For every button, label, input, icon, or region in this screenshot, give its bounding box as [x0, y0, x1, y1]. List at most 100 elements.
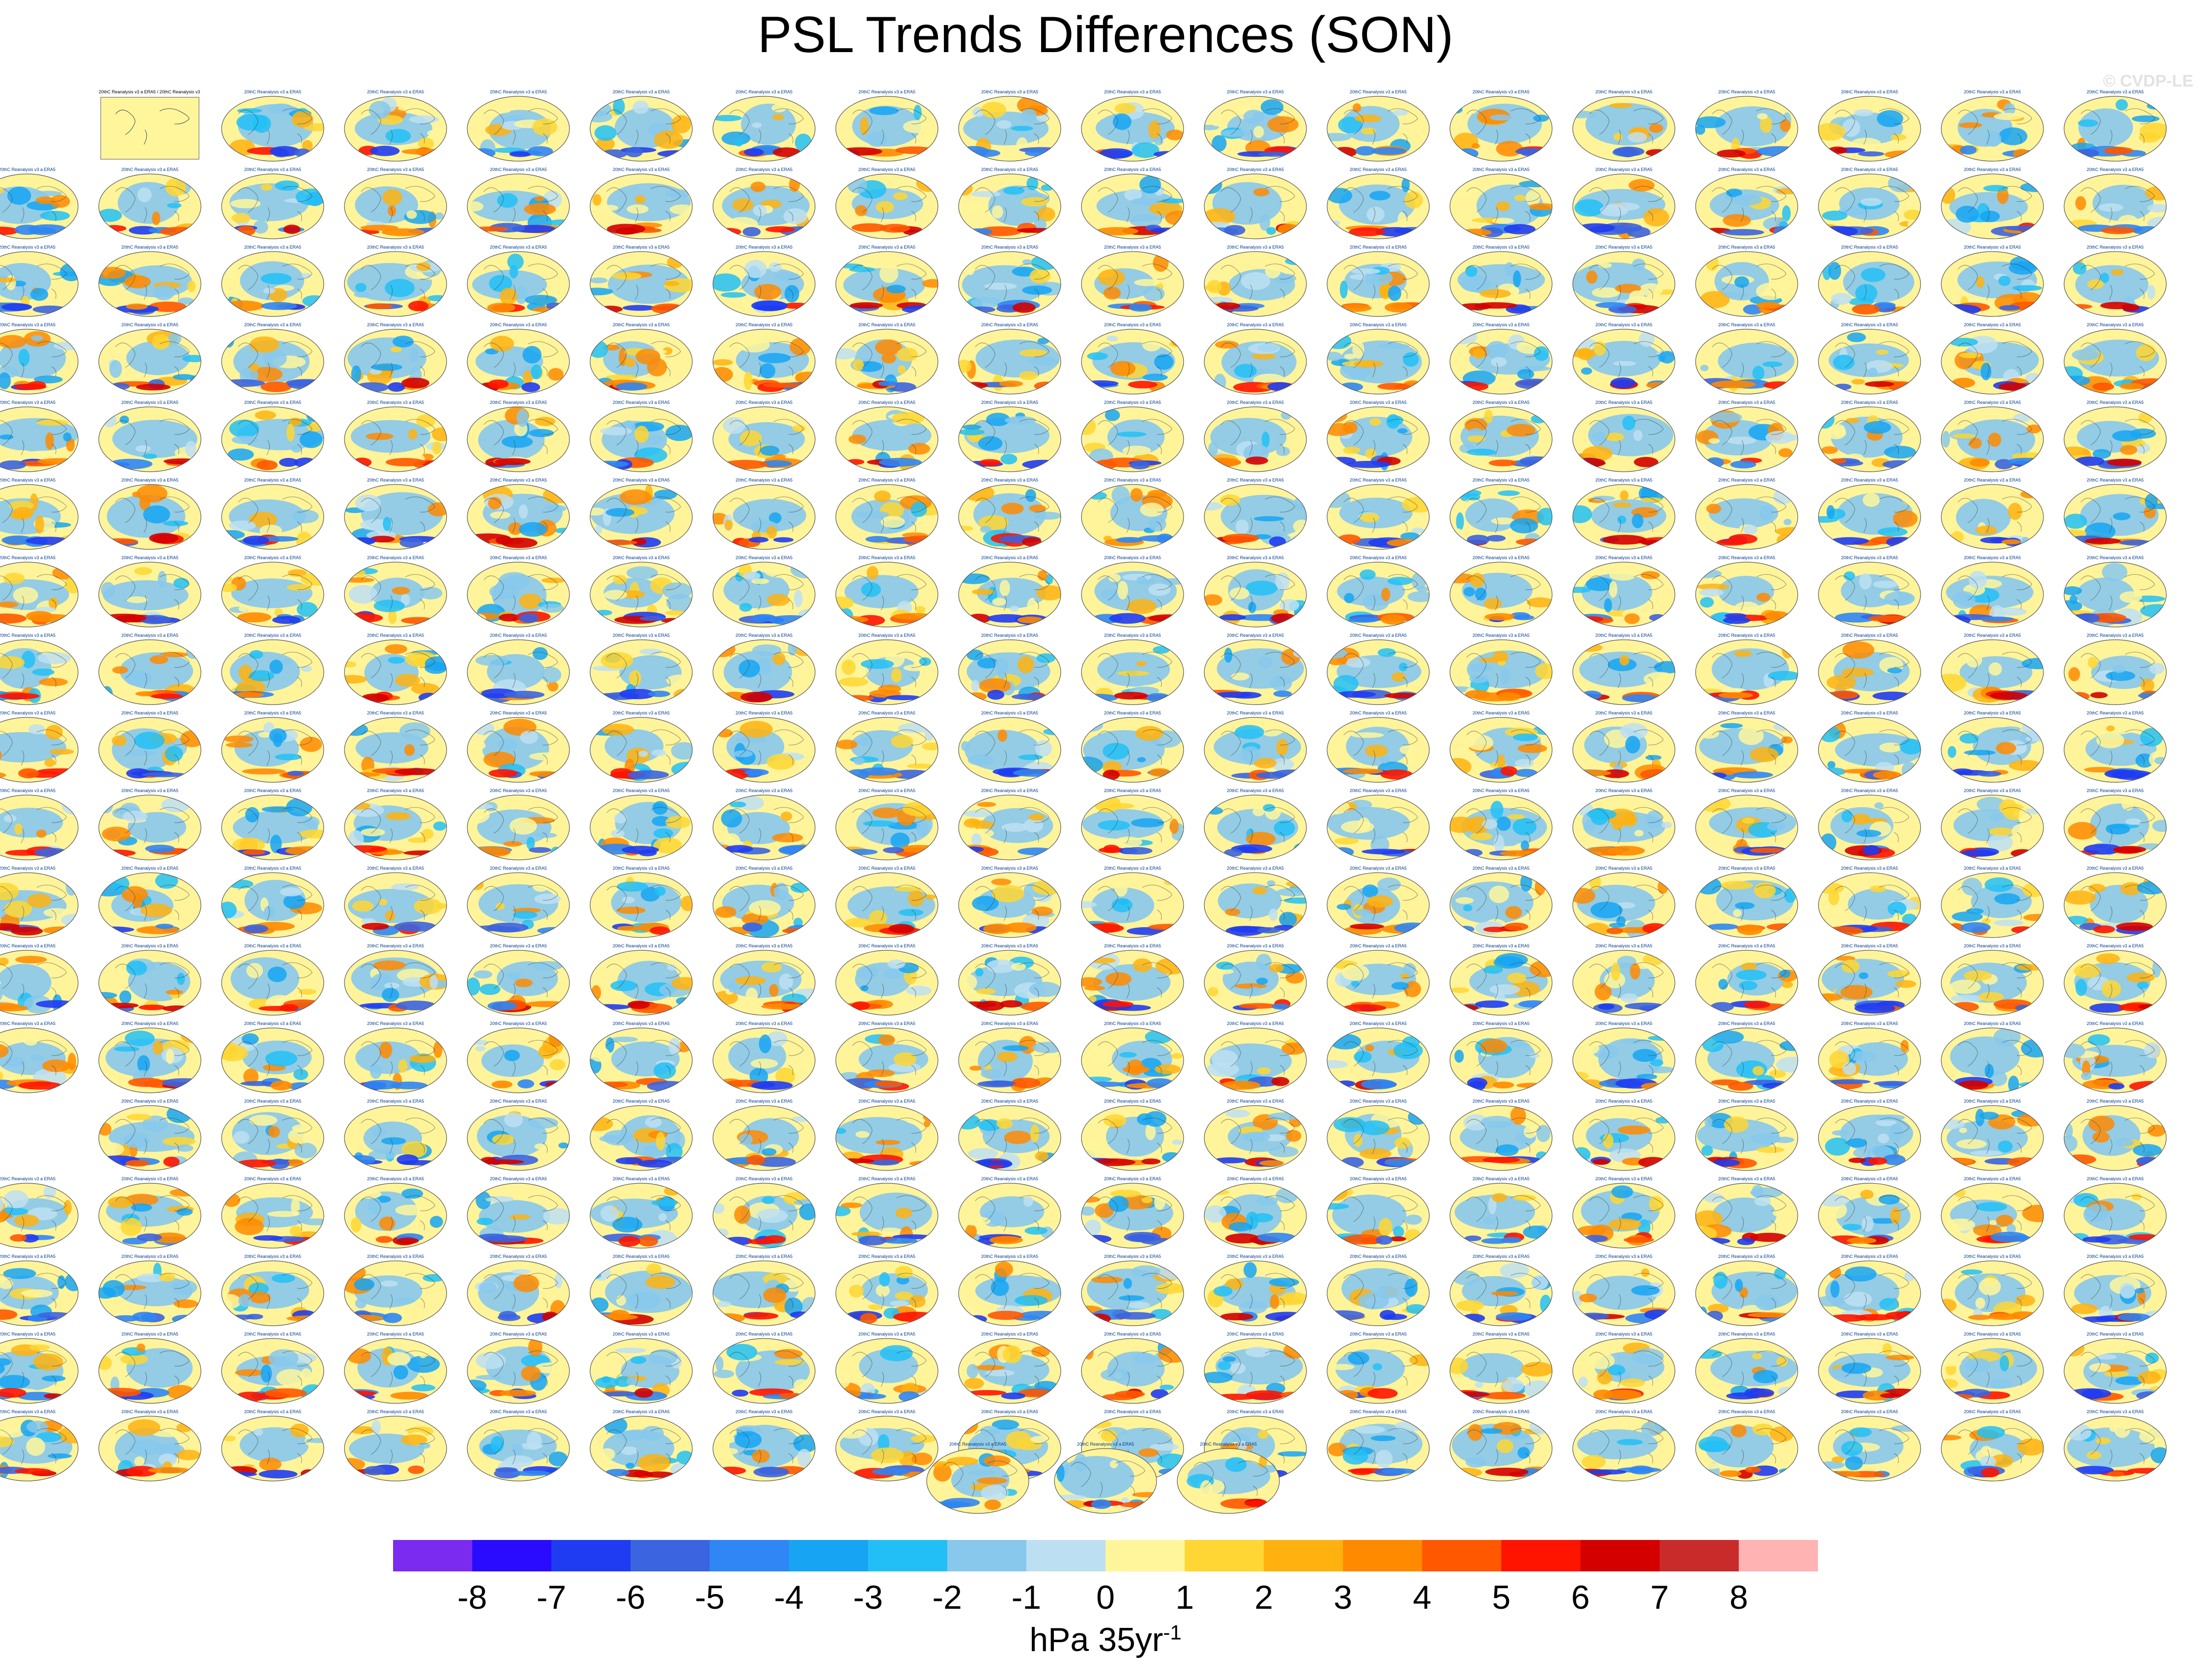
map-panel	[2064, 1416, 2166, 1481]
panel-title: 20thC Reanalysis v3 a ERA5	[1349, 167, 1407, 172]
map-outline	[958, 950, 1061, 1016]
colorbar-tick-label: 0	[1096, 1579, 1115, 1616]
map-outline	[1327, 562, 1430, 627]
map-panel	[590, 407, 692, 472]
map-panel	[1327, 1028, 1429, 1093]
map-panel	[1818, 252, 1921, 316]
panel-title: 20thC Reanalysis v3 a ERA5	[1963, 943, 2021, 948]
map-panel	[1327, 1106, 1429, 1170]
map-outline	[1327, 639, 1430, 705]
map-outline	[98, 173, 201, 239]
colorbar-tick-label: 5	[1492, 1579, 1511, 1616]
map-panel	[1450, 795, 1552, 860]
colorbar-swatch	[1738, 1540, 1818, 1571]
panel-title: 20thC Reanalysis v3 a ERA5	[489, 555, 547, 560]
map-outline	[1327, 329, 1430, 395]
map-panel	[467, 1028, 569, 1093]
map-panel	[1204, 1028, 1306, 1093]
panel-title: 20thC Reanalysis v3 a ERA5	[2086, 478, 2144, 483]
map-panel	[590, 1183, 692, 1248]
colorbar-swatch	[393, 1540, 473, 1571]
map-panel	[0, 1028, 78, 1093]
map-outline	[2064, 562, 2167, 627]
colorbar-swatch	[1343, 1540, 1423, 1571]
panel-title: 20thC Reanalysis v3 a ERA5	[858, 1021, 916, 1026]
map-panel	[1327, 1416, 1429, 1481]
panel-title: 20thC Reanalysis v3 a ERA5	[981, 711, 1039, 715]
map-outline	[1818, 639, 1921, 705]
map-panel	[1941, 329, 2043, 394]
map-outline	[1572, 562, 1675, 627]
panel-title: 20thC Reanalysis v3 a ERA5	[489, 1254, 547, 1259]
map-outline	[0, 639, 79, 705]
panel-title: 20thC Reanalysis v3 a ERA5	[612, 633, 670, 638]
map-outline	[1572, 1416, 1675, 1481]
map-panel	[1941, 1183, 2043, 1248]
map-outline	[1941, 1027, 2044, 1093]
panel-title: 20thC Reanalysis v3 a ERA5	[121, 167, 179, 172]
map-panel	[959, 1261, 1061, 1326]
map-outline	[1695, 1260, 1798, 1326]
panel-title: 20thC Reanalysis v3 a ERA5	[612, 1254, 670, 1259]
panel-title: 20thC Reanalysis v3 a ERA5	[1841, 711, 1899, 715]
map-outline	[98, 1260, 201, 1326]
map-outline	[1204, 1105, 1307, 1171]
panel-title: 20thC Reanalysis v3 a ERA5	[735, 943, 793, 948]
map-panel	[1573, 717, 1675, 782]
map-panel	[590, 174, 692, 239]
panel-title: 20thC Reanalysis v3 a ERA5	[735, 711, 793, 715]
map-outline	[467, 872, 570, 938]
map-outline	[1695, 795, 1798, 860]
map-outline	[1818, 950, 1921, 1016]
map-panel	[344, 873, 447, 938]
map-panel	[2064, 484, 2166, 549]
panel-title: 20thC Reanalysis v3 a ERA5	[1349, 478, 1407, 483]
map-outline	[835, 484, 938, 550]
map-panel	[467, 484, 569, 549]
panel-title: 20thC Reanalysis v3 a ERA5	[1595, 89, 1653, 94]
map-panel	[0, 1338, 78, 1403]
map-outline	[712, 1416, 816, 1481]
colorbar-swatch	[789, 1540, 869, 1571]
map-outline	[1695, 950, 1798, 1016]
map-outline	[2064, 251, 2167, 317]
map-panel	[1818, 1261, 1921, 1326]
map-outline	[1449, 639, 1553, 705]
map-outline	[1941, 96, 2044, 162]
map-panel	[1696, 252, 1798, 316]
map-panel	[1081, 1106, 1184, 1170]
map-panel	[2064, 950, 2166, 1015]
map-panel	[1573, 1183, 1675, 1248]
panel-title: 20thC Reanalysis v3 a ERA5	[981, 245, 1039, 250]
panel-title: 20thC Reanalysis v3 a ERA5	[1595, 245, 1653, 250]
panel-title: 20thC Reanalysis v3 a ERA5	[489, 943, 547, 948]
map-outline	[1695, 329, 1798, 395]
map-panel	[1081, 640, 1184, 705]
map-outline	[1081, 173, 1184, 239]
map-panel	[0, 717, 78, 782]
map-outline	[2064, 406, 2167, 472]
map-outline	[1941, 329, 2044, 395]
map-outline	[1204, 96, 1307, 162]
map-panel	[99, 329, 201, 394]
map-panel	[222, 1183, 324, 1248]
map-panel	[1941, 873, 2043, 938]
panel-title: 20thC Reanalysis v3 a ERA5	[1349, 1176, 1407, 1181]
map-panel	[1450, 640, 1552, 705]
panel-title: 20thC Reanalysis v3 a ERA5	[1472, 633, 1530, 638]
map-panel	[1573, 1106, 1675, 1170]
colorbar-swatch	[1659, 1540, 1739, 1571]
map-outline	[590, 251, 693, 317]
panel-title: 20thC Reanalysis v3 a ERA5	[612, 1176, 670, 1181]
map-outline	[1818, 1105, 1921, 1171]
panel-title: 20thC Reanalysis v3 a ERA5	[1841, 400, 1899, 405]
map-outline	[221, 1416, 324, 1481]
map-panel	[99, 1028, 201, 1093]
map-outline	[2064, 1260, 2167, 1326]
map-outline	[712, 484, 816, 550]
panel-title: 20thC Reanalysis v3 a ERA5	[2086, 1409, 2144, 1414]
map-outline	[467, 717, 570, 783]
map-outline	[712, 950, 816, 1016]
map-panel	[467, 1261, 569, 1326]
panel-title: 20thC Reanalysis v3 a ERA5	[489, 322, 547, 327]
